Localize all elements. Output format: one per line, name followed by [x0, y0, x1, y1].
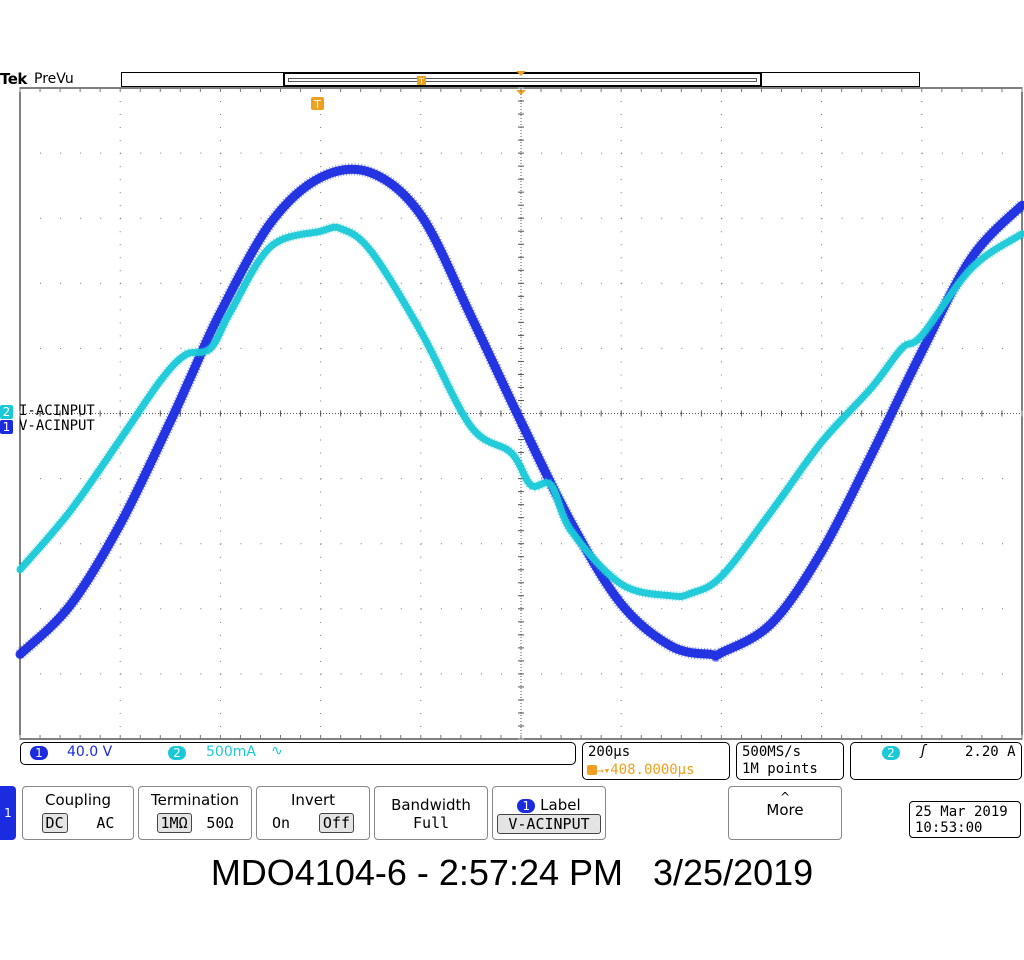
svg-text:T: T	[418, 77, 424, 86]
trigger-delay-icon	[587, 765, 597, 775]
record-preview-inner	[288, 78, 757, 82]
ch1-badge: 1	[30, 746, 48, 760]
graticule	[19, 87, 1023, 740]
trigger-position-readout: →▾408.0000µs	[587, 762, 695, 778]
trigger-source-badge: 2	[882, 746, 900, 760]
ch1-waveform-label: V-ACINPUT	[19, 418, 95, 434]
ch2-badge: 2	[168, 746, 186, 760]
bandwidth-button[interactable]: Bandwidth Full	[374, 786, 488, 840]
channel-menu-tab[interactable]: 1	[0, 786, 16, 840]
ch2-scale: 500mA	[206, 744, 256, 760]
label-value: V-ACINPUT	[497, 814, 601, 834]
tek-logo: Tek	[0, 70, 27, 88]
invert-title: Invert	[290, 791, 336, 809]
trigger-readout[interactable]: 2 ʃ 2.20 A	[850, 742, 1022, 780]
record-length: 1M points	[742, 761, 818, 777]
prevu-label: PreVu	[34, 71, 74, 87]
timebase-value: 200µs	[588, 744, 631, 760]
label-button[interactable]: 1 Label V-ACINPUT	[492, 786, 606, 840]
ch2-marker-badge: 2	[0, 405, 13, 419]
invert-button[interactable]: Invert On Off	[256, 786, 370, 840]
time: 10:53:00	[915, 820, 983, 836]
trigger-position-value: 408.0000µs	[610, 762, 695, 778]
screenshot-caption: MDO4104-6 - 2:57:24 PM 3/25/2019	[210, 852, 814, 893]
waveform-display[interactable]	[0, 0, 1024, 745]
preview-expand-point-icon	[516, 71, 526, 95]
bandwidth-title: Bandwidth	[391, 796, 471, 814]
waveform-traces	[15, 163, 1024, 662]
date: 25 Mar 2019	[915, 804, 1008, 820]
label-title: Label	[540, 796, 581, 814]
coupling-button[interactable]: Coupling DC AC	[22, 786, 134, 840]
more-arrow-icon: ^	[779, 790, 791, 804]
trigger-level: 2.20 A	[965, 744, 1016, 760]
ch2-marker[interactable]: 2 I-ACINPUT	[0, 403, 95, 420]
label-channel-badge: 1	[517, 799, 536, 813]
waveform-v-acinput	[15, 164, 1024, 661]
date-time-display: 25 Mar 2019 10:53:00	[909, 801, 1021, 838]
svg-text:T: T	[313, 98, 321, 111]
termination-50ohm-option[interactable]: 50Ω	[206, 814, 234, 832]
trigger-position-icon: T	[311, 97, 324, 111]
termination-1mohm-option[interactable]: 1MΩ	[156, 813, 192, 833]
vertical-scale-readout[interactable]: 1 40.0 V 2 500mA ∿	[20, 742, 576, 765]
more-button[interactable]: ^ More	[728, 786, 842, 840]
invert-on-option[interactable]: On	[272, 814, 291, 832]
bandwidth-value: Full	[412, 814, 450, 832]
preview-trigger-marker-icon: T	[417, 76, 426, 86]
ch1-marker[interactable]: 1 V-ACINPUT	[0, 418, 95, 435]
coupling-title: Coupling	[44, 791, 112, 809]
acquisition-readout[interactable]: 500MS/s 1M points	[736, 742, 844, 780]
ch1-marker-badge: 1	[0, 420, 13, 434]
sample-rate: 500MS/s	[742, 744, 802, 760]
trigger-slope-icon: ʃ	[921, 743, 926, 759]
timebase-readout[interactable]: 200µs →▾408.0000µs	[582, 742, 730, 780]
ch1-scale: 40.0 V	[67, 744, 113, 760]
bandwidth-limit-icon: ∿	[271, 743, 283, 759]
invert-off-option[interactable]: Off	[318, 813, 354, 833]
coupling-ac-option[interactable]: AC	[96, 814, 115, 832]
more-title: More	[766, 801, 804, 819]
waveform-noise-i-acinput	[16, 222, 1024, 602]
termination-title: Termination	[151, 791, 239, 809]
ch2-waveform-label: I-ACINPUT	[19, 403, 95, 419]
coupling-dc-option[interactable]: DC	[41, 813, 68, 833]
termination-button[interactable]: Termination 1MΩ 50Ω	[138, 786, 252, 840]
